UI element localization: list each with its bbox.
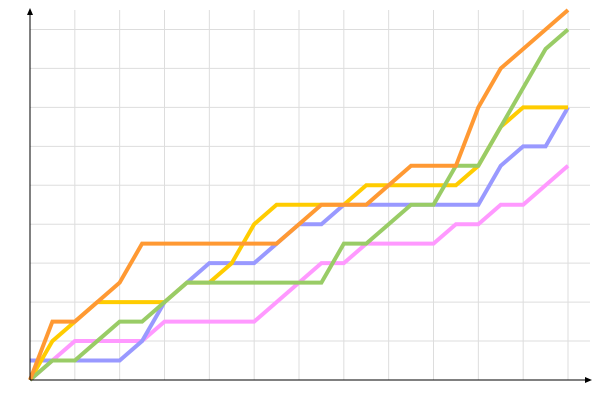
series-group [28,8,570,382]
x-axis-arrow-icon [585,377,592,383]
series-line-3 [28,27,570,382]
series-line-4 [28,8,570,381]
y-axis-arrow-icon [27,8,33,15]
axes [27,8,592,383]
grid [30,10,590,380]
